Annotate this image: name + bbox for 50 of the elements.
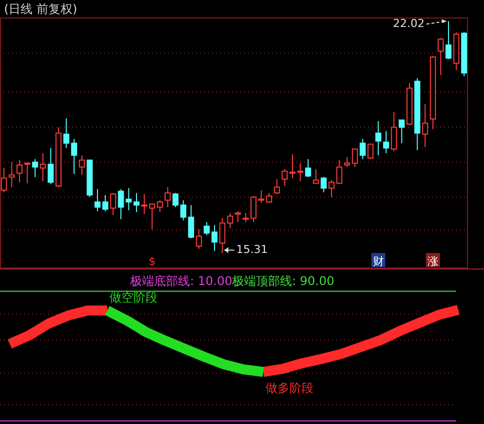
candlestick [8,162,15,188]
text: 极端顶部线: 90.00 [231,274,334,288]
candlestick [234,210,241,223]
candlestick [422,104,428,148]
candlestick [102,194,108,212]
candlestick [320,176,327,193]
candlestick [274,178,280,195]
candlestick [336,160,342,184]
chart-title: (日线 前复权) [4,2,78,16]
candlestick [24,162,30,184]
candlestick [344,156,350,168]
candlestick [94,188,100,212]
candlestick [305,158,312,178]
annotation: 涨 [427,255,438,268]
annotation: 15.31 [236,243,268,256]
candlestick [196,228,202,250]
candlestick [383,130,390,154]
candlestick [110,192,116,216]
candlestick [368,144,374,160]
candlestick [204,222,210,236]
text: 极端底部线: 10.00 [129,274,232,288]
candlestick [250,196,256,223]
candlestick [212,224,218,252]
candlestick [352,148,358,168]
text: 做多阶段 [265,380,314,395]
candlestick [16,160,22,183]
annotation: $ [148,255,156,268]
candlestick [78,154,85,176]
candlestick [390,112,397,152]
candlestick [172,192,178,208]
candlestick [360,138,366,160]
candlestick [438,38,444,76]
annotation: 22.02 [393,17,424,30]
candlestick [290,154,296,179]
candlestick [32,158,38,178]
candlestick [40,152,46,182]
candlestick [312,168,319,184]
candlestick [156,200,163,212]
candlestick [297,162,304,182]
text: 做空阶段 [109,290,158,304]
candlestick [282,168,288,187]
candlestick [328,180,334,198]
candlestick [375,120,382,156]
candlestick [446,20,452,60]
candlestick [48,148,54,184]
annotation: 财 [372,255,384,268]
candlestick [0,168,7,193]
candlestick [134,192,140,212]
candlestick [164,186,171,208]
candlestick [398,120,405,144]
